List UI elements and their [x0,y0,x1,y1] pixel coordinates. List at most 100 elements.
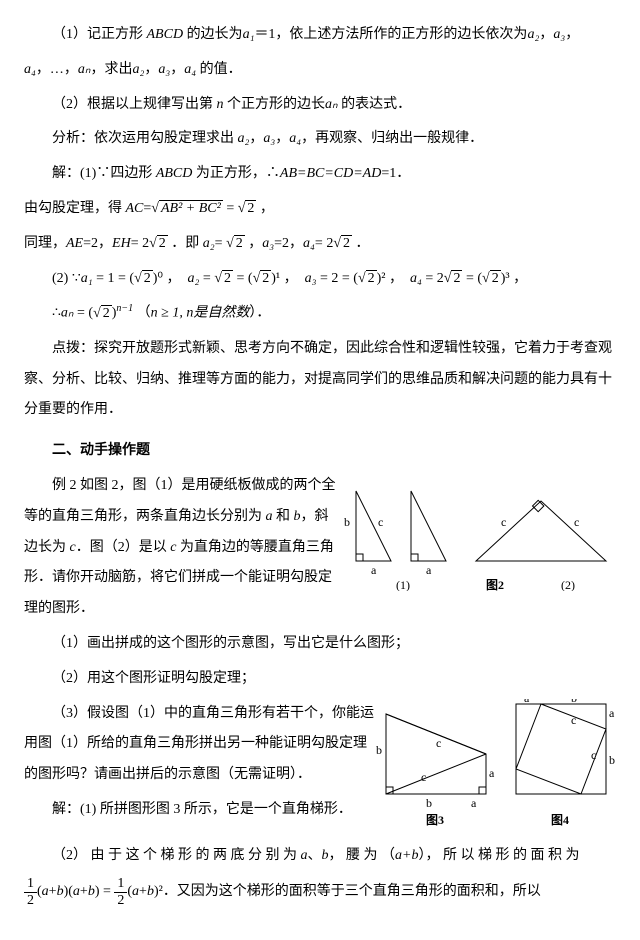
var-abcd: ABCD [156,166,193,181]
sqrt2: 2 [234,235,245,251]
var-a3: a₃ [263,131,275,146]
svg-text:b: b [376,743,382,757]
var-a2: a₂ [203,236,215,251]
var-a4: a₄ [24,62,36,77]
text: = ( [462,271,482,286]
text: ， [144,62,158,77]
example-2-text: 例 2 如图 2，图（1）是用硬纸板做成的两个全等的直角三角形，两条直角边长分别… [24,471,336,629]
var-a: a [266,509,273,524]
radical-icon [149,236,157,251]
text: = 2 = ( [316,271,357,286]
text: 为正方形，∴ [192,166,280,181]
var-a4: a₄ [303,236,315,251]
radical-icon [134,271,142,286]
sqrt2: 2 [101,305,112,321]
sqrt2: 2 [451,270,462,286]
text: 的值． [196,62,242,77]
question-3: （3）假设图（1）中的直角三角形有若干个，你能运用图（1）所给的直角三角形拼出另… [24,699,376,791]
paragraph-ex2: 例 2 如图 2，图（1）是用硬纸板做成的两个全等的直角三角形，两条直角边长分别… [24,471,336,625]
text: = ( [233,271,253,286]
var-ac: AC [126,201,144,216]
text: （2） 由 于 这 个 梯 形 的 两 底 分 别 为 [52,848,301,863]
svg-text:c: c [421,770,426,784]
text: ，再观察、归纳出一般规律． [301,131,483,146]
text: ， [245,236,263,251]
var-a4: a₄ [289,131,301,146]
fraction-half: 12 [24,876,37,908]
answer-3: 12(a+b)(a+b) = 12(a+b)²．又因为这个梯形的面积等于三个直角… [24,876,616,908]
var-a2: a₂ [238,131,250,146]
var-a1: a₁ [243,27,255,42]
svg-text:b: b [609,753,615,767]
text: ， [170,62,184,77]
sqrt2: 2 [245,200,256,216]
text: ， [256,201,274,216]
var-b: b [294,509,301,524]
figure-4: a b a c c b [516,699,615,794]
text: )² ， [377,271,410,286]
text: ，…， [36,62,78,77]
text: 、 [308,848,322,863]
paragraph-analysis: 分析：依次运用勾股定理求出 a₂，a₃，a₄，再观察、归纳出一般规律． [24,124,616,155]
fig-2-main-label: 图2 [486,578,504,591]
paragraph-ae-eh: 同理，AE=2，EH= 22 ．即 a₂= 2 ，a₃=2，a₄= 22 ． [24,229,616,260]
text: ．图（2）是以 [76,540,171,555]
text: )³ ， [501,271,527,286]
text: = [131,236,142,251]
answer-2: （2） 由 于 这 个 梯 形 的 两 底 分 别 为 a、b， 腰 为 （a+… [24,841,616,872]
figure-3-4-svg: b b c c a a a b a c c b 图3 图4 [376,699,616,829]
paragraph-part2: (2) ∵a₁ = 1 = (2)⁰ ， a₂ = 2 = (2)¹ ， a₃ … [24,264,616,295]
var-a1: a₁ [81,271,93,286]
fig-3-label: 图3 [426,813,444,827]
text: ＝1，依上述方法所作的正方形的边长依次为 [254,27,527,42]
var-b: b [57,884,64,899]
var-a2: a₂ [132,62,144,77]
text: = [315,236,326,251]
sqrt2: 2 [260,270,271,286]
var-b: b [147,884,154,899]
sqrt2: 2 [366,270,377,286]
condition: n ≥ 1, n是自然数 [151,306,250,321]
text: =2， [274,236,303,251]
text: = [215,236,226,251]
text: 个正方形的边长 [224,97,326,112]
svg-text:c: c [571,713,576,727]
sqrt2: 2 [490,270,501,286]
svg-text:a: a [371,563,377,577]
radical-icon [333,236,341,251]
text: ， [565,27,579,42]
svg-text:c: c [591,748,596,762]
var-eh: EH [112,236,131,251]
var-an: aₙ [78,62,91,77]
svg-text:b: b [344,515,350,529]
var-a4: a₄ [410,271,422,286]
svg-text:c: c [436,736,441,750]
text: （ [133,306,151,321]
text: )¹ ， [271,271,304,286]
var-n: n [217,97,224,112]
radical-icon [358,271,366,286]
text: ， 腰 为 （ [329,848,396,863]
text: = [199,271,214,286]
svg-text:c: c [574,515,579,529]
text: ）． [249,306,270,321]
text: ．又因为这个梯形的面积等于三个直角三角形的面积和，所以 [163,884,541,899]
radical-icon [226,236,234,251]
paragraph-note: 点拨：探究开放题形式新颖、思考方向不确定，因此综合性和逻辑性较强，它着力于考查观… [24,334,616,426]
svg-text:a: a [489,766,495,780]
text: 解：(1)∵四边形 [52,166,156,181]
var-a3: a₃ [158,62,170,77]
triangle-1: b a c [344,491,391,577]
fig-2-sub-label: (2) [561,578,575,591]
svg-text:a: a [426,563,432,577]
svg-text:b: b [426,796,432,810]
fig-1-label: (1) [396,578,410,591]
text: = 2 [422,271,444,286]
paragraph-pythag: 由勾股定理，得 AC=AB² + BC² = 2 ， [24,194,616,225]
triangle-1b: a [411,491,446,577]
var-ae: AE [66,236,83,251]
paragraph-1: （1）记正方形 ABCD 的边长为a₁＝1，依上述方法所作的正方形的边长依次为a… [24,20,616,51]
text: ， [275,131,289,146]
var-a3: a₃ [262,236,274,251]
example-2-row: 例 2 如图 2，图（1）是用硬纸板做成的两个全等的直角三角形，两条直角边长分别… [24,471,616,629]
